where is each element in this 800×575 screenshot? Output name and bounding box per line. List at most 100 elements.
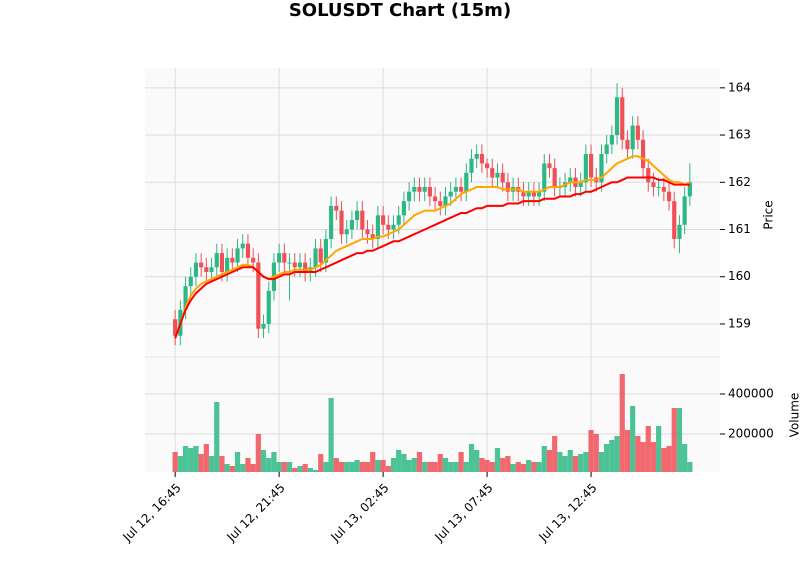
x-tick-label: Jul 12, 21:45 [224, 481, 288, 545]
volume-bar [302, 464, 308, 472]
volume-bar [312, 470, 319, 472]
candle-body [303, 262, 308, 272]
candle-body [433, 196, 438, 202]
candle-body [313, 248, 318, 268]
candle-body [391, 224, 396, 230]
candle-body [240, 243, 245, 249]
volume-bar [172, 452, 178, 472]
volume-bar [260, 450, 267, 472]
candle-body [266, 290, 271, 324]
volume-bar [619, 374, 625, 472]
volume-bar [380, 460, 386, 472]
y-tick-label: 160 [728, 269, 751, 283]
candle-body [666, 191, 672, 202]
volume-bar [193, 446, 199, 472]
candle-body [297, 262, 303, 268]
candle-body [256, 262, 261, 329]
candle-body [173, 319, 178, 336]
candle-body [199, 262, 204, 268]
candle-body [230, 257, 235, 263]
volume-bar [572, 456, 579, 472]
volume-bar [463, 462, 469, 472]
volume-bar [234, 452, 241, 472]
volume-bar [557, 452, 563, 472]
volume-bar [224, 464, 230, 472]
candle-body [474, 153, 479, 159]
candle-body [183, 286, 188, 310]
y-tick-label: 159 [728, 316, 751, 330]
candle-body [339, 210, 344, 235]
volume-bar [676, 408, 683, 472]
volume-bar [479, 458, 485, 472]
candle-body [583, 153, 588, 183]
volume-bar [359, 462, 365, 472]
candle-body [287, 262, 292, 264]
volume-bar [208, 456, 215, 472]
candle-body [531, 191, 536, 197]
volume-bar [583, 452, 589, 472]
candle-body [261, 323, 266, 329]
y-tick-label: 161 [728, 222, 751, 236]
candle-body [640, 139, 646, 169]
volume-bar [245, 458, 251, 472]
volume-bar [474, 450, 480, 472]
candle-body [661, 187, 666, 192]
volume-bar [546, 450, 553, 472]
candle-body [412, 187, 417, 192]
volume-bar [250, 464, 256, 472]
volume-bar [276, 462, 282, 472]
candle-body [386, 224, 391, 230]
candle-body [453, 187, 458, 192]
candle-body [651, 182, 656, 187]
volume-bar [624, 430, 631, 472]
volume-tick-label: 200000 [728, 427, 774, 441]
candle-body [604, 144, 609, 154]
volume-bar [682, 444, 688, 472]
volume-bar [286, 462, 293, 472]
volume-bar [198, 454, 204, 472]
candle-body [329, 205, 334, 239]
volume-bar [422, 462, 428, 472]
candle-body [235, 248, 240, 263]
volume-bar [448, 462, 454, 472]
volume-bar [536, 462, 542, 472]
volume-bar [338, 462, 345, 472]
volume-bar [598, 452, 605, 472]
volume-bar [240, 464, 246, 472]
y-axis-label: Price [762, 200, 776, 229]
volume-bar [453, 462, 459, 472]
price-panel [145, 68, 720, 357]
volume-bar [666, 446, 672, 472]
candle-body [219, 253, 225, 272]
volume-bar [593, 434, 599, 472]
volume-bar [650, 442, 657, 472]
candle-body [521, 191, 526, 197]
volume-bar [531, 462, 537, 472]
volume-bar [411, 458, 417, 472]
candle-body [375, 215, 380, 239]
volume-bar [526, 460, 532, 472]
volume-bar [635, 436, 641, 472]
candle-body [282, 253, 287, 263]
candle-body [448, 191, 453, 197]
volume-bar [614, 436, 620, 472]
volume-bar [562, 456, 568, 472]
volume-bar [323, 462, 329, 472]
candle-body [485, 163, 490, 169]
candle-body [323, 238, 329, 263]
candle-body [396, 215, 401, 225]
volume-bar [271, 452, 277, 472]
volume-bar [229, 466, 235, 472]
volume-bar [656, 426, 662, 472]
candle-body [677, 224, 682, 239]
volume-bar [520, 464, 527, 472]
volume-bar [214, 402, 220, 472]
volume-bar [354, 460, 360, 472]
volume-bar [489, 462, 495, 472]
volume-bar [385, 466, 391, 472]
volume-bar [427, 462, 433, 472]
volume-bar [390, 458, 397, 472]
candle-body [438, 201, 443, 206]
candle-body [464, 172, 469, 192]
